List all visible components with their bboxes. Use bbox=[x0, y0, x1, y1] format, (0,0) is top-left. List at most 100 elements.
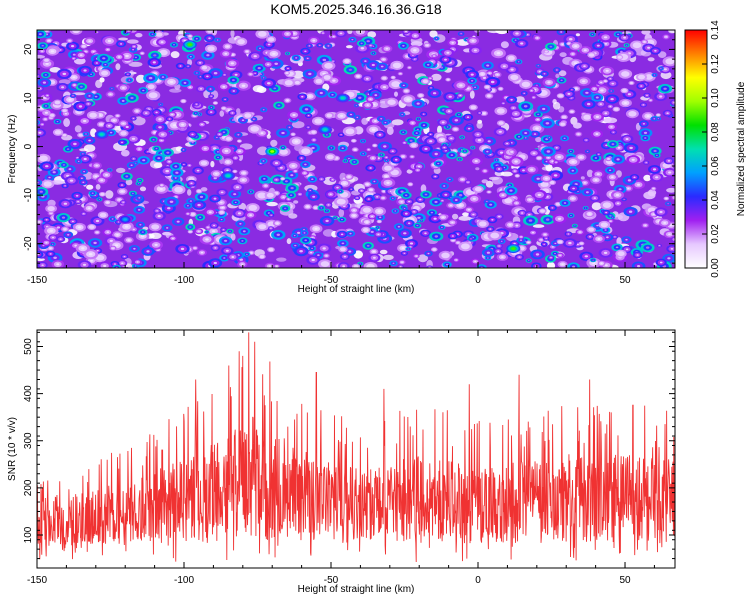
heatmap-low-patch bbox=[485, 180, 494, 188]
heatmap-blob bbox=[479, 112, 481, 114]
heatmap-blob bbox=[138, 197, 141, 199]
heatmap-blob bbox=[83, 171, 85, 173]
heatmap-blob bbox=[37, 253, 40, 256]
heatmap-blob bbox=[151, 224, 160, 230]
heatmap-blob bbox=[224, 239, 228, 242]
heatmap-blob bbox=[467, 208, 471, 211]
heatmap-blob bbox=[41, 264, 44, 267]
heatmap-blob bbox=[317, 254, 320, 257]
heatmap-blob bbox=[49, 253, 52, 255]
heatmap-blob bbox=[216, 39, 219, 41]
heatmap-blob bbox=[258, 224, 267, 230]
heatmap-blob bbox=[609, 78, 612, 80]
heatmap-blob bbox=[39, 155, 48, 162]
heatmap-blob bbox=[106, 49, 109, 51]
colorbar-tick-label: 0.10 bbox=[710, 88, 721, 108]
heatmap-low-patch bbox=[115, 63, 121, 71]
heatmap-blob bbox=[402, 155, 404, 158]
heatmap-blob bbox=[559, 254, 561, 256]
heatmap-blob bbox=[76, 157, 79, 159]
heatmap-blob bbox=[498, 121, 504, 125]
heatmap-blob bbox=[592, 261, 596, 265]
heatmap-blob bbox=[147, 84, 155, 89]
heatmap-blob bbox=[543, 73, 546, 75]
heatmap-blob bbox=[232, 90, 236, 92]
heatmap-low-patch bbox=[367, 31, 377, 38]
heatmap-blob bbox=[307, 115, 310, 117]
heatmap-blob bbox=[474, 160, 478, 163]
heatmap-blob bbox=[448, 179, 451, 181]
heatmap-blob bbox=[222, 107, 226, 110]
heatmap-blob bbox=[339, 190, 342, 193]
heatmap-blob bbox=[250, 252, 253, 254]
heatmap-blob bbox=[415, 255, 418, 257]
colorbar-gradient bbox=[684, 29, 708, 269]
heatmap-low-patch bbox=[105, 190, 114, 199]
heatmap-blob bbox=[517, 61, 520, 63]
heatmap-blob bbox=[551, 207, 554, 209]
heatmap-blob bbox=[585, 207, 587, 209]
heatmap-blob bbox=[179, 65, 182, 67]
heatmap-blob bbox=[371, 157, 375, 159]
heatmap-blob bbox=[464, 150, 466, 152]
heatmap-blob bbox=[237, 39, 245, 45]
heatmap-blob bbox=[168, 161, 171, 163]
heatmap-blob bbox=[119, 43, 123, 45]
heatmap-blob bbox=[498, 87, 503, 91]
heatmap-blob bbox=[391, 81, 401, 88]
heatmap-blob bbox=[446, 51, 450, 54]
heatmap-blob bbox=[69, 179, 74, 182]
heatmap-blob bbox=[294, 244, 297, 247]
heatmap-blob bbox=[246, 50, 249, 53]
heatmap-blob bbox=[197, 189, 202, 193]
heatmap-blob bbox=[454, 119, 459, 122]
heatmap-low-patch bbox=[575, 33, 581, 37]
heatmap-blob bbox=[546, 218, 550, 221]
heatmap-blob bbox=[355, 105, 357, 106]
heatmap-blob bbox=[451, 221, 454, 224]
heatmap-blob bbox=[153, 54, 157, 57]
heatmap-blob bbox=[218, 133, 221, 135]
heatmap-blob bbox=[646, 246, 650, 249]
heatmap-low-patch bbox=[353, 250, 363, 259]
heatmap-blob bbox=[490, 80, 495, 84]
heatmap-blob bbox=[593, 197, 597, 200]
heatmap-blob bbox=[515, 202, 518, 204]
heatmap-blob bbox=[488, 95, 491, 97]
heatmap-blob bbox=[120, 184, 124, 186]
heatmap-blob bbox=[432, 248, 437, 251]
heatmap-blob bbox=[574, 45, 578, 48]
heatmap-blob bbox=[366, 183, 369, 185]
heatmap-blob bbox=[638, 74, 645, 80]
heatmap-blob bbox=[563, 137, 566, 139]
heatmap-blob bbox=[532, 152, 536, 155]
heatmap-low-patch bbox=[417, 254, 428, 263]
heatmap-blob bbox=[61, 216, 66, 219]
heatmap-blob bbox=[276, 233, 280, 236]
heatmap-blob bbox=[403, 232, 407, 235]
heatmap-blob bbox=[241, 263, 244, 266]
heatmap-blob bbox=[78, 133, 83, 137]
heatmap-blob bbox=[87, 207, 91, 210]
heatmap-blob bbox=[130, 96, 134, 100]
heatmap-blob bbox=[100, 123, 103, 126]
heatmap-blob bbox=[72, 76, 76, 79]
heatmap-blob bbox=[555, 161, 557, 163]
heatmap-blob bbox=[285, 180, 288, 183]
heatmap-blob bbox=[249, 214, 253, 217]
heatmap-blob bbox=[413, 58, 416, 60]
heatmap-blob bbox=[259, 47, 261, 49]
heatmap-blob bbox=[553, 174, 558, 177]
heatmap-blob bbox=[127, 73, 129, 75]
heatmap-blob bbox=[200, 251, 204, 254]
heatmap-low-patch bbox=[86, 184, 94, 190]
heatmap-blob bbox=[483, 112, 485, 114]
heatmap-blob bbox=[141, 52, 143, 54]
heatmap-blob bbox=[331, 179, 334, 181]
heatmap-low-patch bbox=[361, 117, 369, 125]
heatmap-blob bbox=[417, 165, 421, 168]
heatmap-blob bbox=[668, 233, 671, 236]
heatmap-blob bbox=[291, 164, 295, 167]
heatmap-blob bbox=[125, 175, 129, 178]
